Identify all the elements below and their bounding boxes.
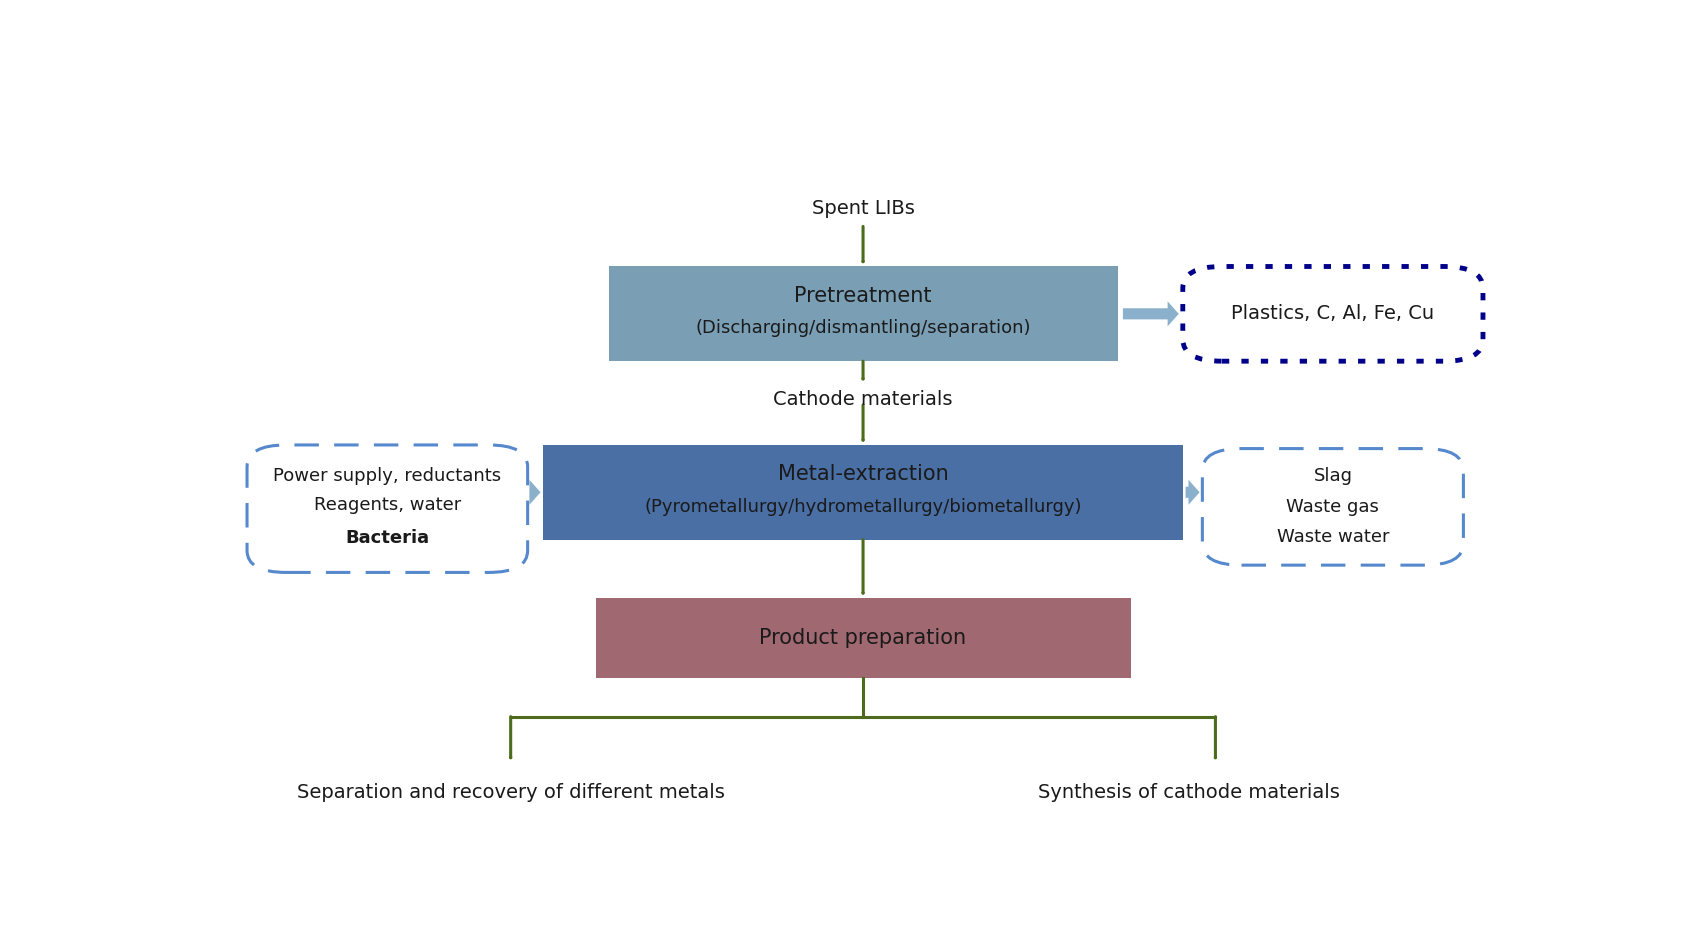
Text: Synthesis of cathode materials: Synthesis of cathode materials bbox=[1039, 783, 1340, 802]
Text: Waste gas: Waste gas bbox=[1287, 498, 1379, 516]
Text: Slag: Slag bbox=[1314, 467, 1352, 485]
Text: Bacteria: Bacteria bbox=[345, 529, 429, 547]
Text: Metal-extraction: Metal-extraction bbox=[778, 464, 948, 484]
Text: Cathode materials: Cathode materials bbox=[773, 390, 953, 409]
FancyBboxPatch shape bbox=[544, 445, 1182, 539]
Text: Pretreatment: Pretreatment bbox=[795, 286, 931, 306]
Text: Plastics, C, Al, Fe, Cu: Plastics, C, Al, Fe, Cu bbox=[1231, 305, 1435, 324]
Text: Waste water: Waste water bbox=[1276, 529, 1389, 547]
Text: Reagents, water: Reagents, water bbox=[313, 496, 461, 514]
Text: (Discharging/dismantling/separation): (Discharging/dismantling/separation) bbox=[695, 320, 1031, 338]
Text: Separation and recovery of different metals: Separation and recovery of different met… bbox=[296, 783, 724, 802]
Text: Product preparation: Product preparation bbox=[759, 628, 967, 648]
FancyBboxPatch shape bbox=[596, 598, 1130, 678]
Text: Spent LIBs: Spent LIBs bbox=[812, 199, 914, 218]
Text: Power supply, reductants: Power supply, reductants bbox=[273, 467, 502, 485]
Text: (Pyrometallurgy/hydrometallurgy/biometallurgy): (Pyrometallurgy/hydrometallurgy/biometal… bbox=[645, 498, 1081, 516]
FancyBboxPatch shape bbox=[608, 267, 1118, 361]
